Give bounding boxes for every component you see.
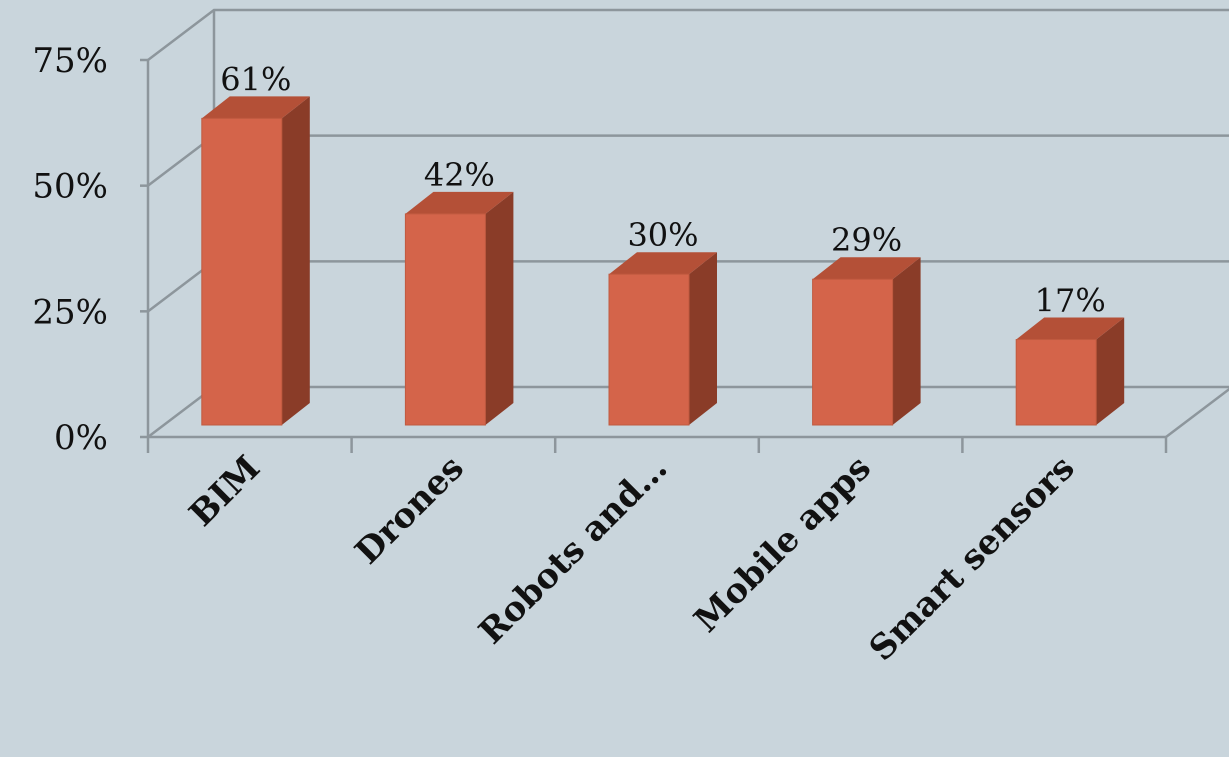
bar-front bbox=[608, 273, 690, 426]
bar-front bbox=[812, 278, 894, 426]
data-label: 30% bbox=[627, 216, 698, 254]
bar-side bbox=[1096, 317, 1125, 425]
gridline bbox=[147, 134, 1229, 187]
data-label: 61% bbox=[220, 60, 291, 98]
category-label: Smart sensors bbox=[862, 448, 1083, 669]
bar bbox=[608, 252, 717, 426]
category-label: BIM bbox=[182, 448, 268, 534]
bar-top bbox=[1016, 317, 1125, 340]
bar-side bbox=[689, 252, 717, 425]
bar bbox=[404, 191, 514, 426]
bar-side bbox=[281, 96, 310, 425]
floor-edge bbox=[1165, 387, 1229, 438]
bar-top bbox=[201, 96, 310, 119]
category-label: Robots and… bbox=[471, 448, 675, 652]
bar-top bbox=[405, 191, 514, 214]
data-label: 17% bbox=[1035, 282, 1106, 320]
y-tick-label: 75% bbox=[32, 41, 108, 81]
bar-top bbox=[812, 257, 921, 280]
bar-front bbox=[404, 213, 486, 426]
data-label: 29% bbox=[831, 221, 902, 259]
axes bbox=[140, 58, 1168, 453]
bar-front bbox=[201, 117, 283, 426]
bar-top bbox=[609, 252, 717, 275]
data-label: 42% bbox=[424, 156, 495, 194]
y-tick-label: 50% bbox=[32, 167, 108, 207]
y-tick-label: 0% bbox=[54, 418, 108, 458]
bar bbox=[812, 257, 921, 426]
category-label: Mobile apps bbox=[687, 448, 879, 640]
gridline bbox=[147, 8, 1229, 61]
bar bbox=[201, 96, 310, 426]
bars bbox=[201, 96, 1125, 426]
bar-front bbox=[1015, 339, 1097, 426]
data-labels: 61% 42% 30% 29% 17% bbox=[220, 60, 1106, 319]
bar-side bbox=[485, 191, 514, 425]
y-tick-labels: 0% 25% 50% 75% bbox=[32, 41, 108, 458]
y-tick-label: 25% bbox=[32, 292, 108, 332]
category-label: Drones bbox=[348, 448, 472, 572]
bar-side bbox=[892, 257, 921, 425]
bar bbox=[1015, 317, 1125, 426]
